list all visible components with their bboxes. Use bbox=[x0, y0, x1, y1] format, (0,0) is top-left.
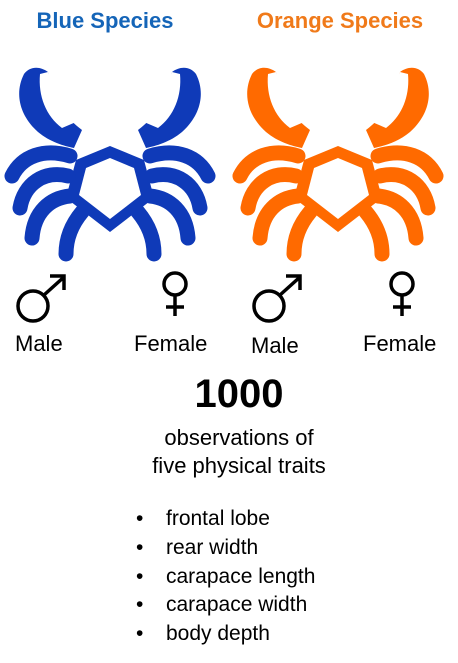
orange-female-label: Female bbox=[363, 331, 437, 356]
list-item: • carapace width bbox=[136, 593, 308, 617]
trait-label: frontal lobe bbox=[166, 507, 270, 530]
trait-list: • frontal lobe • rear width • carapace leng… bbox=[130, 505, 315, 649]
trait-label: carapace length bbox=[166, 564, 316, 588]
list-item: • carapace length bbox=[136, 564, 316, 588]
list-item: • frontal lobe bbox=[136, 507, 270, 530]
list-item: • body depth bbox=[136, 622, 270, 646]
observation-description-line2: five physical traits bbox=[152, 453, 326, 478]
trait-label: carapace width bbox=[166, 593, 308, 617]
observation-count: 1000 bbox=[194, 372, 284, 416]
list-item: • rear width bbox=[136, 535, 259, 559]
female-symbol-icon bbox=[162, 271, 188, 316]
blue-species-title: Blue Species bbox=[36, 8, 174, 33]
female-symbol-icon bbox=[389, 271, 415, 316]
trait-label: rear width bbox=[166, 535, 259, 559]
orange-crab-icon bbox=[232, 67, 444, 262]
blue-female-label: Female bbox=[134, 331, 208, 356]
male-symbol-icon bbox=[16, 274, 66, 323]
observation-description-line1: observations of bbox=[164, 425, 314, 450]
orange-male-label: Male bbox=[251, 333, 299, 358]
orange-species-title: Orange Species bbox=[256, 8, 424, 33]
blue-male-label: Male bbox=[15, 331, 63, 356]
trait-label: body depth bbox=[166, 622, 270, 646]
blue-crab-icon bbox=[4, 67, 216, 262]
male-symbol-icon bbox=[252, 274, 302, 323]
